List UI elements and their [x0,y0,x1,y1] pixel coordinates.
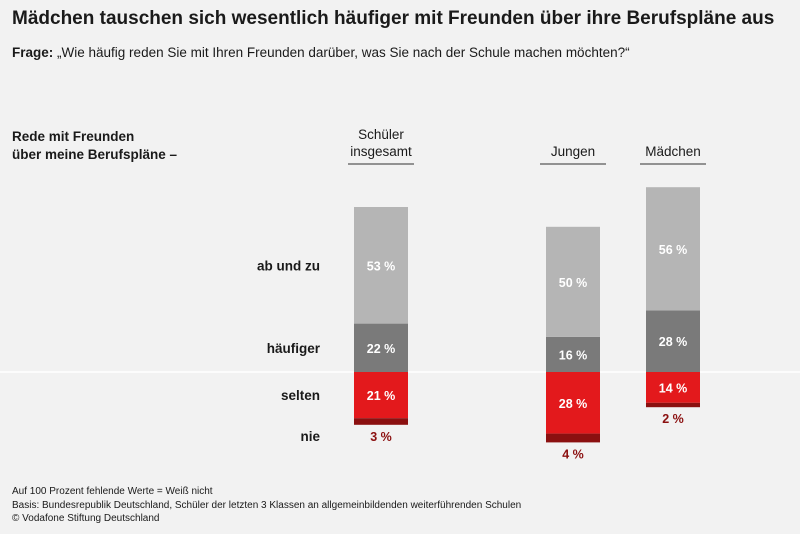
category-label-schueler-insgesamt-1: Schüler [358,127,404,142]
chart-title: Mädchen tauschen sich wesentlich häufige… [12,8,775,29]
value-label-maedchen-haeufiger: 28 % [659,335,688,349]
category-label-jungen-1: Jungen [551,144,595,159]
bar-schueler-insgesamt-selten [354,372,408,419]
bar-maedchen-selten [646,372,700,403]
value-label-schueler-insgesamt-ab-und-zu: 53 % [367,259,396,273]
question-label: Frage: [12,45,54,60]
value-label-schueler-insgesamt-nie: 3 % [370,430,392,444]
bar-jungen-ab-und-zu [546,226,600,337]
question-text: „Wie häufig reden Sie mit Ihren Freunden… [57,45,630,60]
value-label-maedchen-ab-und-zu: 56 % [659,243,688,257]
value-label-schueler-insgesamt-selten: 21 % [367,389,396,403]
bar-jungen-selten [546,372,600,434]
bar-maedchen-ab-und-zu [646,187,700,311]
bar-schueler-insgesamt-nie [354,418,408,425]
bar-jungen-nie [546,433,600,443]
row-label-ab-und-zu: ab und zu [257,258,320,273]
value-label-maedchen-nie: 2 % [662,412,684,426]
row-header-line-1: Rede mit Freunden [12,129,135,144]
value-label-jungen-selten: 28 % [559,397,588,411]
row-label-haeufiger: häufiger [267,341,321,356]
bar-maedchen-nie [646,402,700,408]
value-label-schueler-insgesamt-haeufiger: 22 % [367,342,396,356]
bar-schueler-insgesamt-ab-und-zu [354,207,408,324]
row-label-nie: nie [300,429,320,444]
row-header-line-2: über meine Berufspläne – [12,147,178,162]
footer-basis: Basis: Bundesrepublik Deutschland, Schül… [12,499,522,511]
value-label-jungen-nie: 4 % [562,447,584,461]
row-label-selten: selten [281,388,320,403]
value-label-maedchen-selten: 14 % [659,381,688,395]
bar-jungen-haeufiger [546,336,600,372]
row-header: Rede mit Freunden über meine Berufspläne… [12,128,212,164]
bar-schueler-insgesamt-haeufiger [354,323,408,372]
bar-maedchen-haeufiger [646,310,700,372]
category-label-maedchen-1: Mädchen [645,144,701,159]
value-label-jungen-ab-und-zu: 50 % [559,276,588,290]
footer: Auf 100 Prozent fehlende Werte = Weiß ni… [12,485,521,526]
footer-note: Auf 100 Prozent fehlende Werte = Weiß ni… [12,486,213,497]
category-label-schueler-insgesamt-2: insgesamt [350,144,412,159]
value-label-jungen-haeufiger: 16 % [559,348,588,362]
footer-copyright: © Vodafone Stiftung Deutschland [12,513,160,524]
question: Frage: „Wie häufig reden Sie mit Ihren F… [12,45,630,60]
